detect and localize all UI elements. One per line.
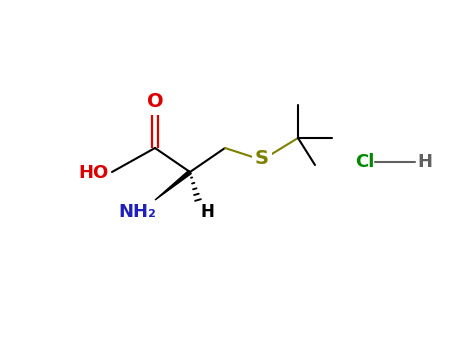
Polygon shape (155, 170, 191, 200)
Text: S: S (255, 149, 269, 168)
Text: H: H (417, 153, 432, 171)
Text: H: H (201, 203, 215, 221)
Text: O: O (147, 92, 163, 111)
Text: NH₂: NH₂ (118, 203, 156, 221)
Text: Cl: Cl (356, 153, 375, 171)
Text: HO: HO (79, 164, 109, 182)
